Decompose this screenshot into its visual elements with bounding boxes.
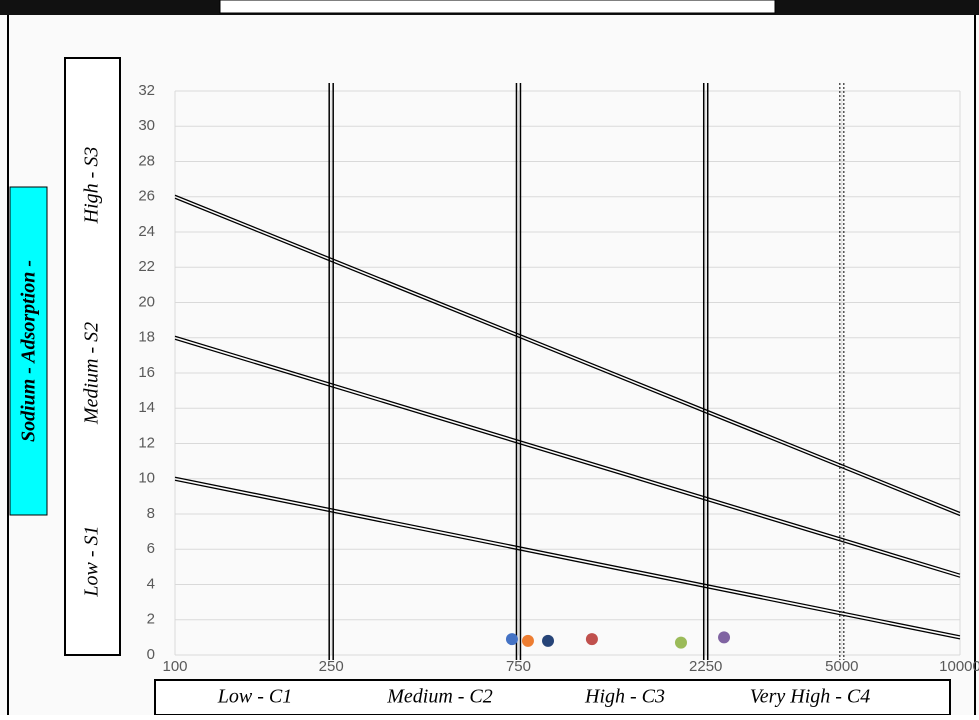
x-tick-label: 5000 [825,658,858,675]
point [586,633,598,645]
y-tick-label: 32 [138,82,155,99]
salinity-class: Low - C1 [217,686,292,708]
y-tick-label: 24 [138,223,155,240]
y-tick-label: 4 [147,575,155,592]
y-tick-label: 26 [138,188,155,205]
x-tick-label: 750 [506,658,531,675]
salinity-class: Medium - C2 [386,686,493,708]
y-title: Sodium - Adsorption - [18,260,40,442]
point [522,635,534,647]
y-tick-label: 12 [138,434,155,451]
point [542,635,554,647]
top-cells [220,0,775,13]
y-tick-label: 0 [147,646,155,663]
y-tick-label: 6 [147,540,155,557]
y-tick-label: 22 [138,258,155,275]
x-tick-label: 100 [162,658,187,675]
x-tick-label: 250 [319,658,344,675]
y-tick-label: 20 [138,293,155,310]
y-tick-label: 28 [138,152,155,169]
y-tick-label: 16 [138,364,155,381]
sodium-class: Low - S1 [81,525,103,597]
y-tick-label: 10 [138,470,155,487]
point [506,633,518,645]
point [675,637,687,649]
y-tick-label: 8 [147,505,155,522]
y-tick-label: 18 [138,329,155,346]
x-tick-label: 2250 [689,658,722,675]
sodium-class: High - S3 [81,147,103,225]
salinity-class: High - C3 [584,686,665,708]
chart: Sodium - Adsorption - 024681012141618202… [0,0,979,715]
background [0,0,979,715]
salinity-class: Very High - C4 [750,686,871,708]
y-tick-label: 30 [138,117,155,134]
x-tick-label: 10000 [939,658,979,675]
point [718,631,730,643]
y-tick-label: 14 [138,399,155,416]
y-tick-label: 2 [147,611,155,628]
sodium-class: Medium - S2 [81,322,103,425]
